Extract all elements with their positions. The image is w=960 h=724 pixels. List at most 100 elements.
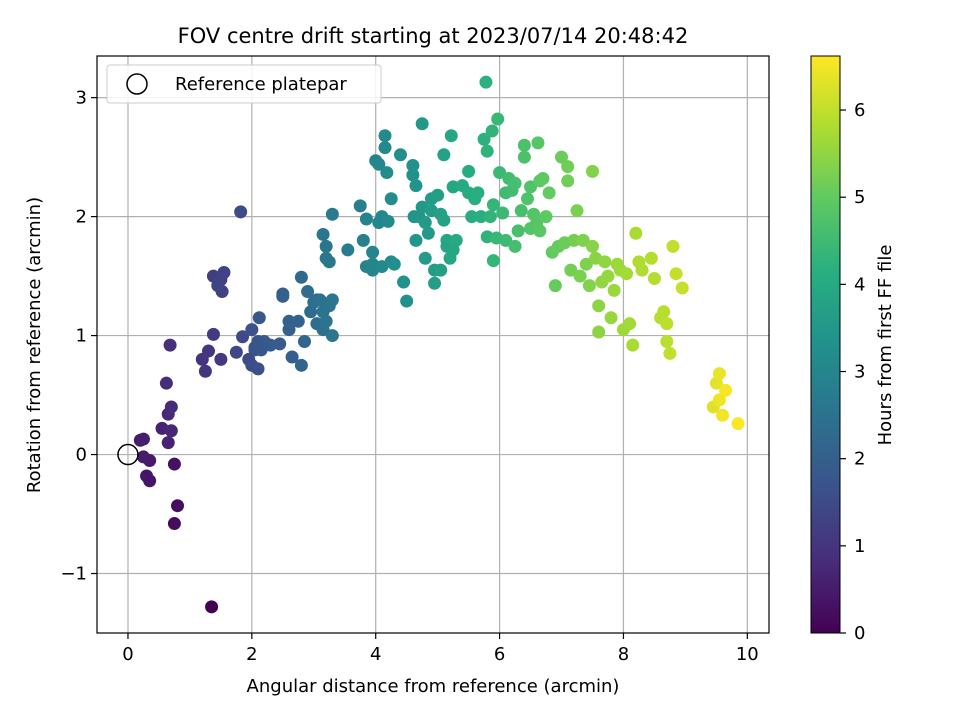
data-point	[273, 337, 287, 351]
data-point	[214, 352, 228, 366]
data-point	[381, 214, 395, 228]
data-point	[477, 132, 491, 146]
data-point	[474, 210, 488, 224]
data-point	[623, 317, 637, 331]
data-point	[248, 340, 262, 354]
data-point	[206, 327, 220, 341]
data-point	[205, 600, 219, 614]
data-point	[536, 172, 550, 186]
data-point	[579, 257, 593, 271]
data-point	[483, 210, 497, 224]
data-point	[561, 160, 575, 174]
data-point	[496, 206, 510, 220]
data-point	[592, 325, 606, 339]
data-point	[491, 112, 505, 126]
data-point	[136, 432, 150, 446]
data-point	[366, 245, 380, 259]
legend-box	[106, 64, 382, 104]
data-point	[236, 330, 250, 344]
data-point	[136, 450, 150, 464]
colorbar-tick-label: 0	[854, 623, 865, 644]
data-point	[511, 224, 525, 238]
colorbar-tick-label: 3	[854, 362, 865, 383]
x-tick-label: 8	[618, 644, 629, 665]
data-point	[393, 148, 407, 162]
data-point	[644, 251, 658, 265]
data-point	[252, 311, 266, 325]
data-point	[294, 270, 308, 284]
data-point	[520, 192, 534, 206]
data-point	[359, 212, 373, 226]
x-tick-label: 10	[736, 644, 759, 665]
data-point	[325, 293, 339, 307]
data-point	[217, 266, 231, 280]
data-point	[499, 233, 513, 247]
data-point	[167, 457, 181, 471]
data-point	[564, 263, 578, 277]
data-point	[409, 179, 423, 193]
data-point	[353, 199, 367, 213]
data-point	[159, 376, 173, 390]
data-point	[485, 124, 499, 138]
data-point	[629, 226, 643, 240]
data-point	[406, 158, 420, 172]
data-point	[712, 393, 726, 407]
data-point	[229, 345, 243, 359]
data-point	[517, 150, 531, 164]
data-point	[171, 499, 185, 513]
plot-frame	[96, 55, 770, 634]
data-point	[322, 255, 336, 269]
x-tick-label: 2	[246, 644, 257, 665]
chart-title: FOV centre drift starting at 2023/07/14 …	[178, 24, 689, 48]
data-point	[406, 168, 420, 182]
data-point	[675, 281, 689, 295]
y-tick-label: 1	[76, 326, 87, 347]
y-axis-ticks: −1 0 1 2 3	[60, 88, 97, 585]
data-point	[626, 338, 640, 352]
data-point	[297, 335, 311, 349]
x-tick-label: 6	[494, 644, 505, 665]
y-axis-label: Rotation from reference (arcmin)	[24, 197, 45, 493]
colorbar-tick-label: 2	[854, 449, 865, 470]
data-point	[161, 436, 175, 450]
data-point	[607, 283, 621, 297]
data-point	[542, 186, 556, 200]
data-point	[471, 186, 485, 200]
data-point	[480, 144, 494, 158]
data-point	[465, 210, 479, 224]
data-point	[531, 136, 545, 150]
colorbar-tick-label: 6	[854, 100, 865, 121]
data-point	[201, 344, 215, 358]
data-point	[378, 129, 392, 143]
y-tick-label: 2	[76, 207, 87, 228]
data-point	[415, 117, 429, 131]
data-point	[567, 233, 581, 247]
data-point	[387, 257, 401, 271]
data-point	[316, 227, 330, 241]
data-point	[418, 251, 432, 265]
data-point	[555, 150, 569, 164]
data-point	[276, 289, 290, 303]
data-point	[428, 276, 442, 290]
reference-platepar-marker	[117, 443, 139, 466]
data-point	[140, 469, 154, 483]
data-point	[635, 263, 649, 277]
data-point	[356, 233, 370, 247]
data-point	[211, 279, 225, 293]
data-point	[548, 279, 562, 293]
data-point	[539, 210, 553, 224]
data-point	[164, 400, 178, 414]
data-point	[524, 180, 538, 194]
data-point	[517, 138, 531, 152]
data-point	[486, 254, 500, 268]
data-point	[400, 294, 414, 308]
data-point	[301, 285, 315, 299]
y-tick-label: −1	[60, 564, 87, 585]
data-point	[514, 204, 528, 218]
data-point	[582, 279, 596, 293]
colorbar-ticks: 0 1 2 3 4 5 6	[840, 100, 865, 644]
data-point	[234, 205, 248, 219]
data-point	[291, 314, 305, 328]
x-axis-ticks: 0 2 4 6 8 10	[122, 633, 759, 665]
